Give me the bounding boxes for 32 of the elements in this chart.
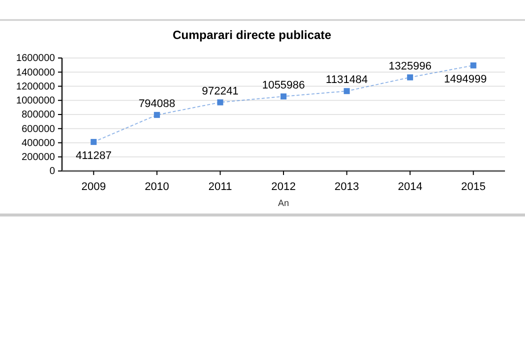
y-tick-label: 1200000 <box>16 81 56 92</box>
data-label: 1055986 <box>262 79 305 92</box>
x-axis-title: An <box>278 198 290 208</box>
x-tick-label: 2010 <box>144 181 170 194</box>
y-tick-label: 0 <box>49 166 56 178</box>
x-tick-label: 2011 <box>208 181 232 194</box>
data-label: 411287 <box>76 150 112 162</box>
point <box>344 88 350 94</box>
x-tick-label: 2012 <box>271 181 296 194</box>
point <box>217 99 224 106</box>
chart-title: Cumparari directe publicate <box>172 28 332 42</box>
point <box>90 138 97 145</box>
point <box>280 93 286 100</box>
x-tick-label: 2009 <box>81 181 106 194</box>
data-label: 1494999 <box>444 73 487 86</box>
data-label: 794088 <box>138 98 176 110</box>
x-tick-label: 2014 <box>398 181 422 194</box>
x-tick-label: 2013 <box>334 181 360 194</box>
point <box>154 112 160 118</box>
y-tick-label: 400000 <box>22 138 56 149</box>
y-tick-label: 600000 <box>22 124 56 135</box>
point <box>470 62 476 68</box>
y-tick-label: 1600000 <box>16 53 56 64</box>
y-tick-label: 800000 <box>22 110 56 121</box>
x-tick-label: 2015 <box>461 181 486 194</box>
y-tick-label: 200000 <box>22 152 56 164</box>
data-label: 1325996 <box>388 60 432 72</box>
data-label: 1131484 <box>326 74 368 86</box>
y-tick-label: 1400000 <box>16 67 56 78</box>
y-tick-label: 1000000 <box>16 96 56 107</box>
data-label: 972241 <box>202 85 239 98</box>
point <box>407 74 414 80</box>
